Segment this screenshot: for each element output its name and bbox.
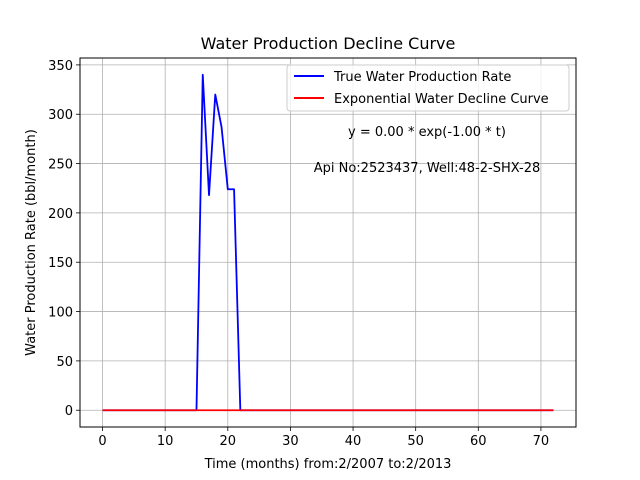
y-tick-label: 250 bbox=[48, 158, 73, 173]
y-tick-label: 100 bbox=[48, 306, 73, 321]
x-tick-label: 60 bbox=[470, 434, 487, 449]
x-tick-label: 40 bbox=[345, 434, 362, 449]
y-axis-label: Water Production Rate (bbl/month) bbox=[24, 129, 39, 356]
y-tick-label: 300 bbox=[48, 108, 73, 123]
well-annotation: Api No:2523437, Well:48-2-SHX-28 bbox=[314, 161, 541, 176]
x-tick-label: 0 bbox=[98, 434, 106, 449]
x-tick-label: 30 bbox=[282, 434, 299, 449]
legend-label-true-rate: True Water Production Rate bbox=[333, 70, 511, 85]
y-tick-label: 200 bbox=[48, 207, 73, 222]
y-tick-label: 0 bbox=[65, 404, 73, 419]
legend: True Water Production Rate Exponential W… bbox=[286, 64, 570, 112]
equation-annotation: y = 0.00 * exp(-1.00 * t) bbox=[348, 125, 506, 140]
plot-lines bbox=[102, 73, 554, 412]
x-tick-label: 20 bbox=[220, 434, 237, 449]
axes-frame bbox=[79, 57, 577, 428]
x-axis-label: Time (months) from:2/2007 to:2/2013 bbox=[204, 457, 452, 472]
y-axis-ticks: 0 50 100 150 200 250 300 350 bbox=[48, 59, 80, 419]
x-tick-label: 70 bbox=[533, 434, 550, 449]
y-tick-label: 150 bbox=[48, 256, 73, 271]
legend-box bbox=[286, 64, 570, 112]
chart-title: Water Production Decline Curve bbox=[201, 34, 456, 53]
x-tick-label: 50 bbox=[407, 434, 424, 449]
y-tick-label: 50 bbox=[56, 355, 73, 370]
y-tick-label: 350 bbox=[48, 59, 73, 74]
legend-label-decline-curve: Exponential Water Decline Curve bbox=[334, 92, 549, 107]
x-tick-label: 10 bbox=[157, 434, 174, 449]
x-axis-ticks: 0 10 20 30 40 50 60 70 bbox=[98, 427, 549, 449]
